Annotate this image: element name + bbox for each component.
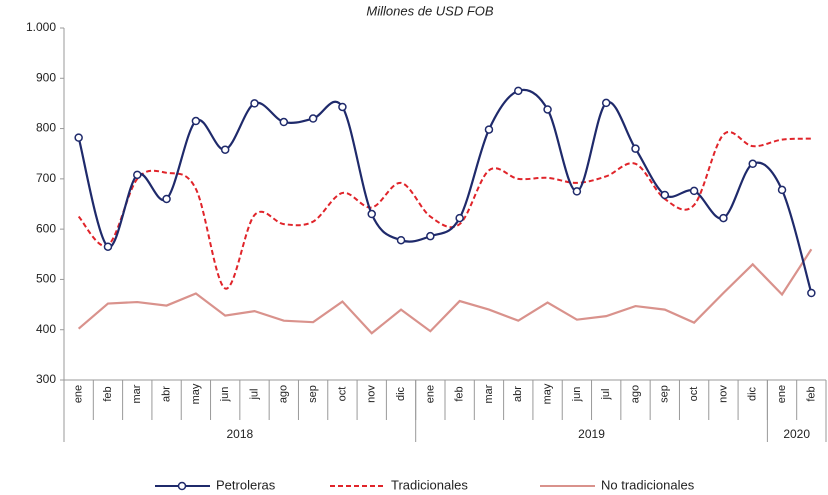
x-tick-label: mar [483,384,495,403]
x-tick-label: ene [776,385,788,403]
legend-marker [177,481,187,491]
x-tick-label: feb [102,386,114,401]
point-marker [484,125,494,134]
point-marker [719,213,728,223]
point-marker [426,231,435,241]
x-tick-label: oct [336,387,348,402]
year-label: 2019 [578,427,605,441]
x-tick-label: oct [688,387,700,402]
point-marker [250,99,259,108]
point-marker [748,159,757,169]
x-tick-label: nov [366,385,378,403]
point-marker [689,186,699,196]
point-marker [572,187,582,196]
x-tick-label: abr [160,386,172,402]
y-tick-label: 300 [36,372,56,386]
x-tick-label: jul [600,388,612,400]
series-line [77,131,812,290]
point-marker [455,213,464,223]
year-label: 2018 [226,427,253,441]
x-tick-label: jun [571,387,583,403]
point-marker [133,170,142,180]
point-marker [191,116,201,126]
point-marker [514,86,523,96]
point-marker [601,98,611,108]
x-tick-label: jul [248,388,260,400]
y-tick-label: 400 [36,322,56,336]
x-tick-label: feb [805,386,817,401]
x-tick-label: ene [424,385,436,403]
legend-label: Petroleras [216,477,276,492]
legend-label: Tradicionales [391,477,468,492]
point-marker [396,235,406,245]
point-marker [777,185,787,195]
year-label: 2020 [783,427,810,441]
x-tick-label: ago [629,385,641,403]
chart-title: Millones de USD FOB [366,3,493,18]
y-tick-label: 700 [36,171,56,185]
y-tick-label: 800 [36,121,56,135]
point-marker [279,117,289,127]
y-tick-label: 600 [36,221,56,235]
y-tick-label: 900 [36,70,56,84]
x-tick-label: abr [512,386,524,402]
point-marker [543,105,552,114]
point-marker [631,144,640,153]
x-tick-label: may [190,383,202,404]
point-marker [338,102,347,112]
x-tick-label: dic [747,386,759,401]
x-tick-label: sep [307,385,319,403]
point-marker [308,114,318,123]
x-tick-label: ago [278,385,290,403]
legend-label: No tradicionales [601,477,695,492]
y-tick-label: 500 [36,272,56,286]
x-tick-label: jun [219,387,231,403]
x-tick-label: nov [717,385,729,403]
x-tick-label: dic [395,386,407,401]
point-marker [807,288,816,298]
x-tick-label: may [541,383,553,404]
x-tick-label: ene [73,385,85,403]
y-tick-label: 1.000 [26,20,56,34]
x-tick-label: mar [131,384,143,403]
point-marker [367,209,376,219]
x-tick-label: feb [454,386,466,401]
point-marker [74,133,83,142]
point-marker [220,145,230,154]
point-marker [660,190,670,200]
point-marker [162,194,171,204]
series-line [77,248,813,335]
point-marker [103,242,113,251]
x-tick-label: sep [659,385,671,403]
